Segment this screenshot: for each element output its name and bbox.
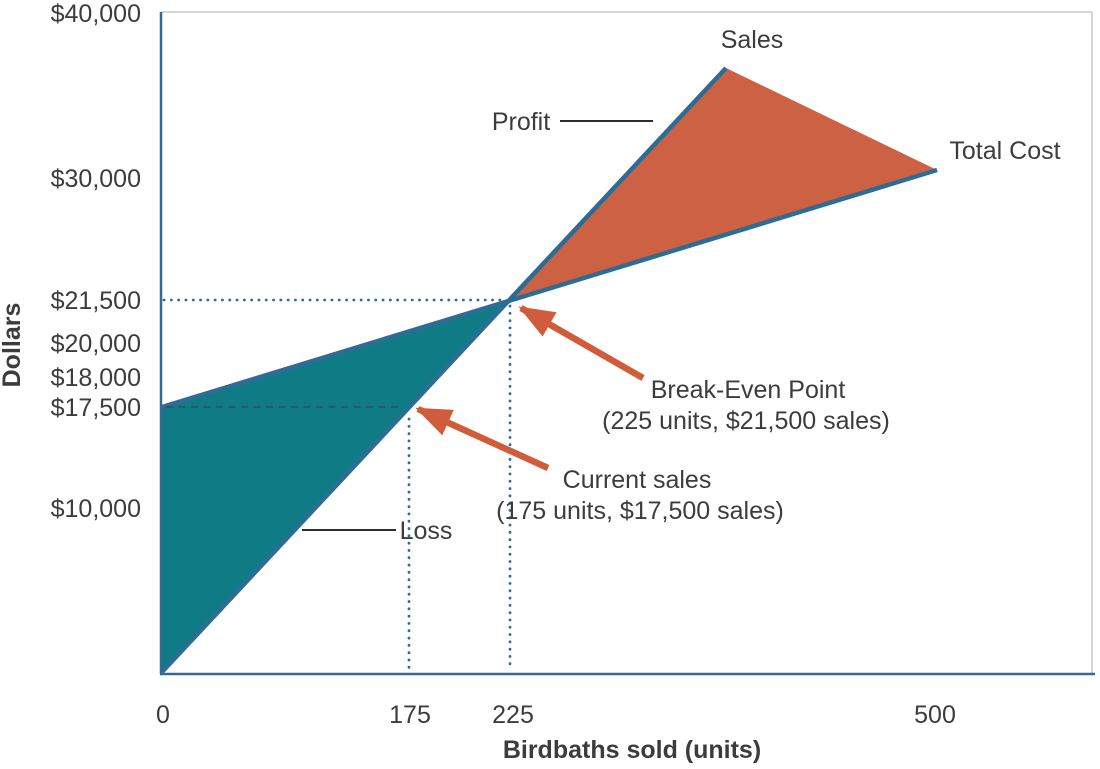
total-cost-line [161,167,938,410]
current-sales-annotation-title: Current sales [563,466,712,494]
current-sales-arrow [415,406,550,471]
y-tick-label: $18,000 [51,364,141,392]
break-even-arrow [518,305,645,381]
x-tick-label: 225 [492,701,534,729]
y-tick-label: $17,500 [51,394,141,422]
y-axis-title: Dollars [0,303,26,388]
y-tick-label: $21,500 [51,287,141,315]
x-tick-label: 500 [914,701,956,729]
loss-region-label: Loss [400,517,453,545]
current-sales-annotation-detail: (175 units, $17,500 sales) [496,497,784,525]
break-even-annotation-detail: (225 units, $21,500 sales) [602,407,890,435]
total-cost-line-label: Total Cost [949,137,1060,165]
break-even-annotation-title: Break-Even Point [651,376,846,404]
sales-line-label: Sales [721,26,784,54]
sales-line [160,66,728,674]
x-axis-title: Birdbaths sold (units) [503,736,761,764]
profit-region-label: Profit [492,108,550,136]
y-tick-label: $20,000 [51,330,141,358]
x-tick-label: 0 [156,701,170,729]
y-tick-label: $40,000 [51,0,141,28]
y-tick-label: $30,000 [51,165,141,193]
y-tick-label: $10,000 [51,495,141,523]
x-tick-label: 175 [389,701,431,729]
profit-region [511,68,937,299]
